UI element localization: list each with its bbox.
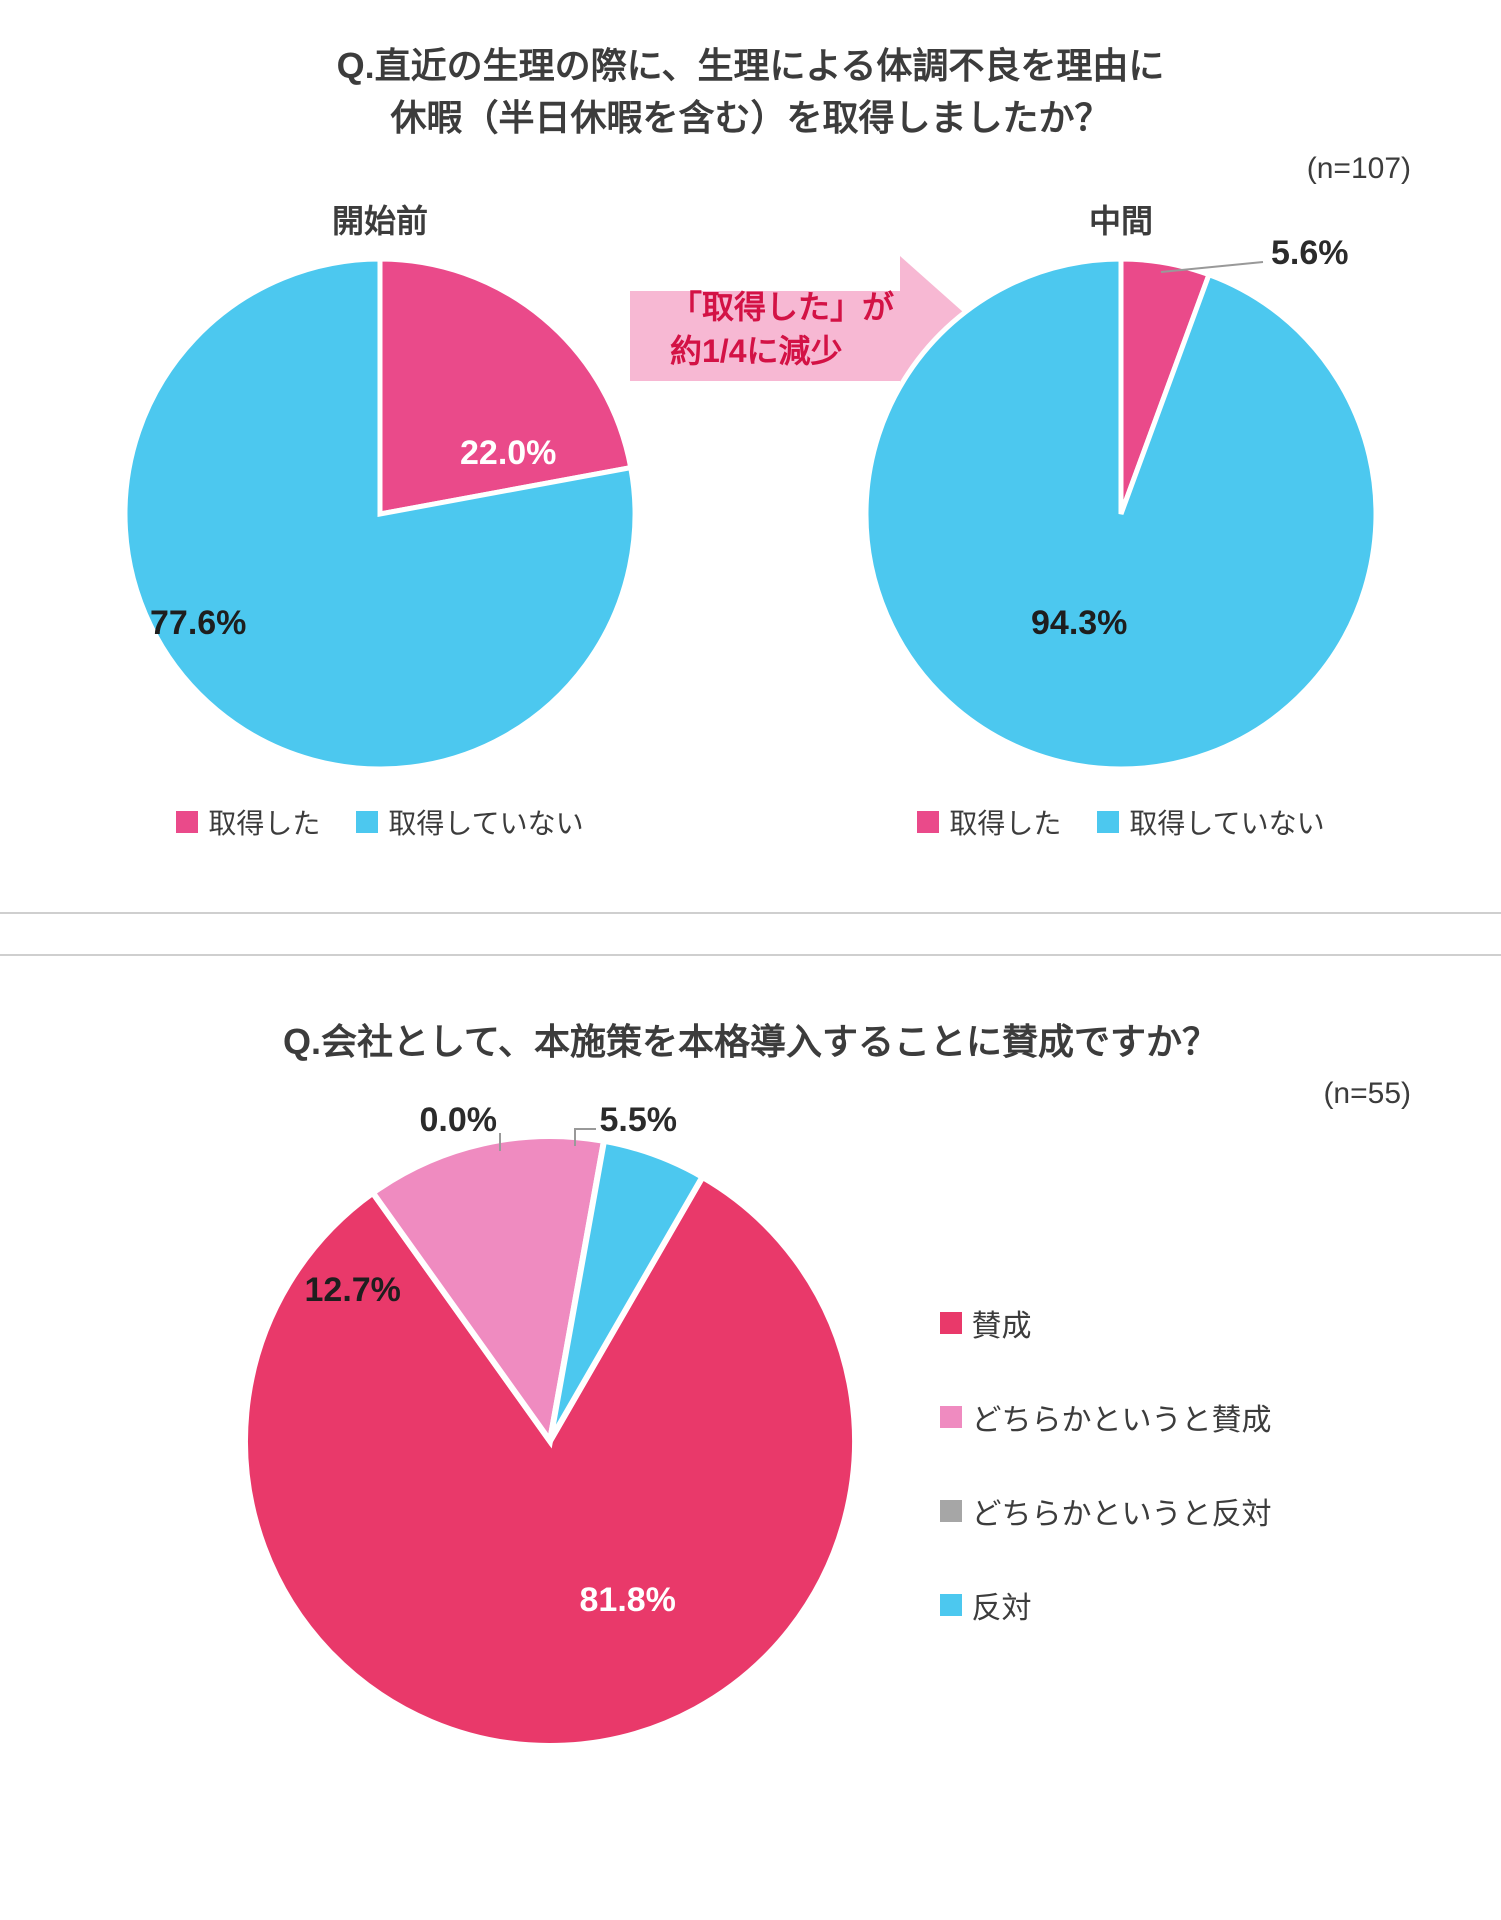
charts-row: 開始前 22.0%77.6% 取得した取得していない 「取得した」が 約1/4に… <box>60 196 1441 842</box>
legend-item: 反対 <box>940 1583 1272 1627</box>
legend-label: どちらかというと反対 <box>972 1489 1272 1533</box>
pie-chart <box>230 1121 870 1761</box>
question-title: Q.直近の生理の際に、生理による体調不良を理由に 休暇（半日休暇を含む）を取得し… <box>60 40 1441 144</box>
pie-value-label: 81.8% <box>580 1581 676 1620</box>
legend-item: 賛成 <box>940 1301 1272 1345</box>
question-line-1: Q.直近の生理の際に、生理による体調不良を理由に <box>337 45 1165 86</box>
pie-before-wrap: 22.0% 77.6% <box>120 254 640 774</box>
divider-2 <box>0 954 1501 956</box>
legend-item: どちらかというと反対 <box>940 1489 1272 1533</box>
legend-before: 取得した 取得していない <box>60 802 700 842</box>
pie-value-label: 94.3% <box>1031 604 1127 643</box>
pie-value-label: 0.0% <box>420 1101 498 1140</box>
chart-mid: 中間 5.6%94.3% 取得した取得していない <box>801 196 1441 842</box>
legend-swatch <box>1097 811 1119 833</box>
legend-swatch <box>356 811 378 833</box>
legend-approval: 賛成どちらかというと賛成どちらかというと反対反対 <box>940 1301 1272 1627</box>
legend-item: 取得した <box>917 802 1061 842</box>
legend-label: 取得した <box>208 802 320 842</box>
pie-approval-wrap: 81.8%12.7%0.0%5.5% <box>230 1121 870 1761</box>
pie-chart <box>861 254 1381 774</box>
pie-value-label: 5.5% <box>600 1101 678 1140</box>
legend-item: 取得していない <box>356 802 583 842</box>
question-line-2: 休暇（半日休暇を含む）を取得しましたか？ <box>390 97 1110 138</box>
legend-swatch <box>940 1312 962 1334</box>
pie-value-label: 12.7% <box>305 1271 401 1310</box>
legend-label: 賛成 <box>972 1301 1032 1345</box>
chart-before: 開始前 22.0% 77.6% 取得した 取得していない <box>60 196 700 842</box>
pie-chart <box>120 254 640 774</box>
divider-1 <box>0 912 1501 914</box>
pie-slice <box>866 259 1376 769</box>
legend-swatch <box>940 1406 962 1428</box>
section-1: Q.直近の生理の際に、生理による体調不良を理由に 休暇（半日休暇を含む）を取得し… <box>0 0 1501 902</box>
sample-size: (n=107) <box>60 152 1411 186</box>
page: Q.直近の生理の際に、生理による体調不良を理由に 休暇（半日休暇を含む）を取得し… <box>0 0 1501 1821</box>
legend-item: 取得していない <box>1097 802 1324 842</box>
pie-value-label: 77.6% <box>150 604 246 643</box>
legend-item: どちらかというと賛成 <box>940 1395 1272 1439</box>
legend-label: 取得していない <box>1129 802 1324 842</box>
legend-label: 取得した <box>949 802 1061 842</box>
legend-swatch <box>940 1594 962 1616</box>
legend-label: 反対 <box>972 1583 1032 1627</box>
section-2: Q.会社として、本施策を本格導入することに賛成ですか？ (n=55) 81.8%… <box>0 966 1501 1820</box>
section-2-body: 81.8%12.7%0.0%5.5% 賛成どちらかというと賛成どちらかというと反… <box>60 1121 1441 1761</box>
legend-mid: 取得した 取得していない <box>801 802 1441 842</box>
pie-mid-wrap: 5.6%94.3% <box>861 254 1381 774</box>
legend-swatch <box>176 811 198 833</box>
legend-label: 取得していない <box>388 802 583 842</box>
legend-swatch <box>917 811 939 833</box>
question-title-2: Q.会社として、本施策を本格導入することに賛成ですか？ <box>60 1016 1441 1068</box>
chart-before-subtitle: 開始前 <box>60 196 700 242</box>
pie-value-label: 22.0% <box>460 434 556 473</box>
legend-label: どちらかというと賛成 <box>972 1395 1272 1439</box>
legend-swatch <box>940 1500 962 1522</box>
legend-item: 取得した <box>176 802 320 842</box>
pie-value-label: 5.6% <box>1271 234 1349 273</box>
sample-size-2: (n=55) <box>60 1077 1411 1111</box>
